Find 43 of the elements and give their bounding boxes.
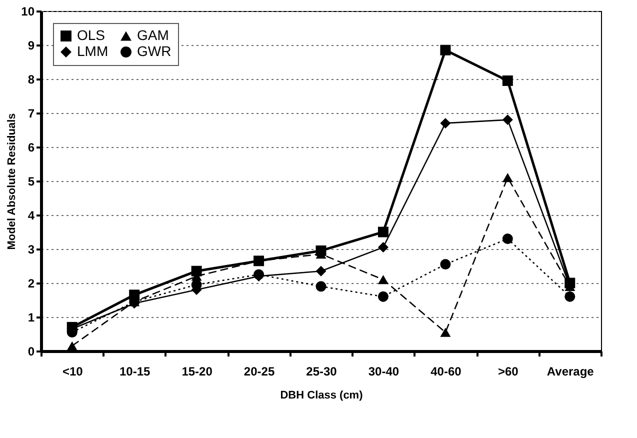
point xyxy=(502,75,513,86)
y-tick-label: 8 xyxy=(28,72,35,86)
point xyxy=(378,226,388,238)
y-tick-label: 2 xyxy=(28,276,35,290)
point xyxy=(502,234,513,244)
y-tick-label: 9 xyxy=(28,38,35,52)
x-tick-label: 10-15 xyxy=(119,364,150,378)
point xyxy=(316,266,326,276)
y-tick-label: 3 xyxy=(28,242,35,256)
point xyxy=(502,173,513,182)
x-tick-label: Average xyxy=(546,364,594,378)
legend-label: GWR xyxy=(137,43,172,59)
x-tick-label: 25-30 xyxy=(306,364,338,378)
legend-label: OLS xyxy=(77,27,106,43)
y-tick-label: 4 xyxy=(28,208,35,222)
point xyxy=(378,275,388,284)
x-axis-title: DBH Class (cm) xyxy=(280,390,364,402)
point xyxy=(440,118,451,128)
point xyxy=(440,328,451,337)
point xyxy=(564,291,576,302)
point xyxy=(502,114,513,126)
point xyxy=(316,281,326,292)
y-tick-label: 1 xyxy=(28,310,35,324)
legend-label: LMM xyxy=(77,43,108,59)
y-tick-label: 0 xyxy=(28,344,35,358)
y-axis-title: Model Absolute Residuals xyxy=(6,113,18,250)
y-tick-label: 10 xyxy=(21,4,35,18)
point xyxy=(378,242,388,253)
x-tick-label: 15-20 xyxy=(182,364,213,378)
point xyxy=(440,44,451,56)
y-tick-label: 5 xyxy=(28,174,35,188)
point xyxy=(440,259,451,270)
point xyxy=(66,341,78,350)
x-tick-label: <10 xyxy=(62,364,84,378)
y-tick-label: 6 xyxy=(28,140,35,154)
x-tick-label: 40-60 xyxy=(430,364,462,378)
x-tick-label: >60 xyxy=(498,364,519,378)
x-tick-label: 20-25 xyxy=(244,364,275,378)
legend-label: GAM xyxy=(137,27,169,43)
y-tick-label: 7 xyxy=(28,106,35,120)
point xyxy=(191,279,202,290)
point xyxy=(378,291,388,302)
x-tick-label: 30-40 xyxy=(368,364,400,378)
